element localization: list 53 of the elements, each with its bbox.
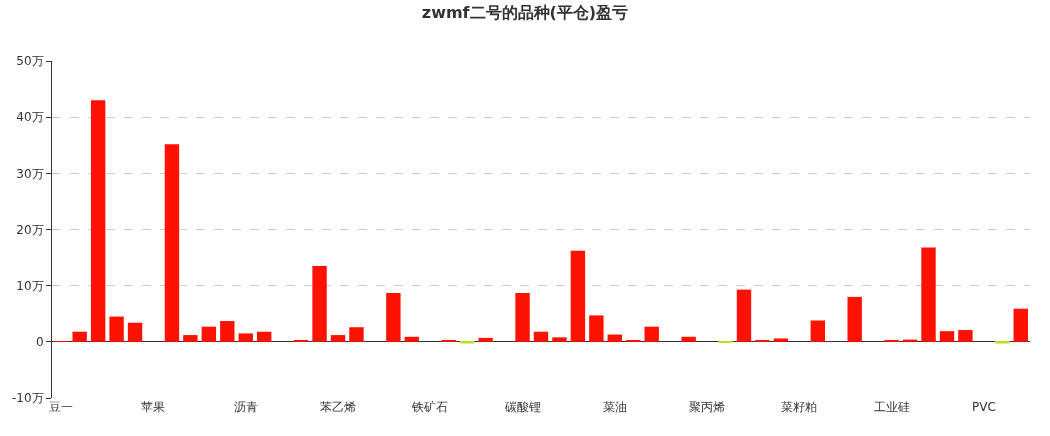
x-tick-label: 豆一 (49, 400, 74, 414)
bar (127, 322, 143, 342)
x-tick-label: 苯乙烯 (320, 400, 357, 414)
bar (515, 292, 530, 342)
x-tick-label: 沥青 (233, 400, 258, 414)
y-tick-label: 30万 (16, 166, 44, 181)
y-tick-label: 0 (35, 335, 44, 350)
bar (459, 341, 475, 344)
bar (72, 331, 87, 342)
x-tick-label: 工业硅 (873, 400, 910, 414)
y-tick-label: 10万 (16, 278, 44, 293)
bar (995, 341, 1010, 344)
bar (386, 292, 401, 342)
bar (589, 315, 604, 342)
bar (736, 289, 752, 342)
bar (681, 336, 696, 342)
bar (939, 331, 955, 342)
x-tick-label: 菜籽粕 (781, 400, 818, 414)
x-tick-label: 碳酸锂 (503, 400, 541, 414)
bar (201, 326, 217, 342)
y-tick-label: 20万 (16, 222, 44, 237)
bar (257, 331, 272, 342)
bar (330, 335, 346, 342)
bar (478, 337, 493, 342)
bar (90, 100, 106, 342)
bar (607, 334, 623, 342)
x-tick-label: 铁矿石 (411, 400, 449, 414)
bar (533, 331, 549, 342)
bar (238, 333, 253, 342)
bar (220, 321, 235, 342)
bar (312, 266, 327, 342)
bar (552, 337, 567, 342)
x-tick-label: PVC (971, 400, 996, 414)
chart-title: zwmf二号的品种(平仓)盈亏 (421, 2, 629, 22)
x-tick-label: 聚丙烯 (689, 400, 726, 414)
x-tick-label: 苹果 (141, 400, 166, 414)
bar (164, 144, 180, 342)
bar (644, 326, 659, 342)
bar (183, 335, 198, 342)
bar (958, 330, 973, 342)
bar (921, 247, 936, 342)
y-tick-label: -10万 (11, 391, 44, 406)
y-tick-label: 40万 (16, 110, 44, 125)
x-tick-label: 菜油 (602, 400, 627, 414)
bar (109, 316, 124, 342)
bar (1013, 308, 1028, 342)
bar (810, 320, 825, 342)
bar (847, 296, 862, 342)
bar (570, 250, 586, 342)
bar (404, 336, 420, 342)
bar (773, 338, 789, 342)
y-tick-label: 50万 (16, 54, 44, 69)
bar (349, 327, 364, 342)
